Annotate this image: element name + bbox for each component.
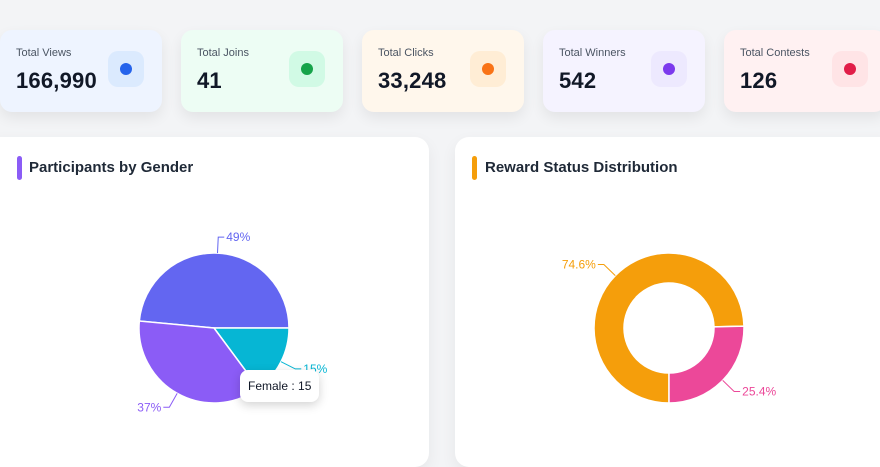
slice-leader-line bbox=[216, 236, 225, 254]
stat-card-winners[interactable]: Total Winners 542 bbox=[543, 30, 705, 112]
stat-card-joins[interactable]: Total Joins 41 bbox=[181, 30, 343, 112]
stat-value: 166,990 bbox=[16, 68, 97, 93]
stat-card-clicks[interactable]: Total Clicks 33,248 bbox=[362, 30, 524, 112]
stat-label: Total Views bbox=[16, 47, 72, 59]
stat-label: Total Contests bbox=[740, 47, 810, 59]
stat-label: Total Clicks bbox=[378, 47, 434, 59]
reward-chart-panel: Reward Status Distribution bbox=[455, 137, 880, 467]
title-accent-bar bbox=[17, 156, 22, 180]
contests-dot-icon bbox=[832, 51, 868, 87]
slice-label: 49% bbox=[226, 230, 250, 244]
chart-tooltip: Female : 15 bbox=[240, 370, 320, 402]
slice-leader-line bbox=[280, 361, 302, 370]
joins-dot-icon bbox=[289, 51, 325, 87]
pie-slice[interactable] bbox=[138, 252, 290, 329]
clicks-dot-icon bbox=[470, 51, 506, 87]
stat-value: 126 bbox=[740, 68, 778, 93]
stat-value: 542 bbox=[559, 68, 597, 93]
stat-card-contests[interactable]: Total Contests 126 bbox=[724, 30, 880, 112]
slice-leader-line bbox=[163, 393, 178, 408]
stat-label: Total Winners bbox=[559, 47, 626, 59]
title-accent-bar bbox=[472, 156, 477, 180]
stat-value: 41 bbox=[197, 68, 222, 93]
slice-label: 37% bbox=[137, 400, 161, 414]
stat-value: 33,248 bbox=[378, 68, 447, 93]
gender-chart-title: Participants by Gender bbox=[29, 159, 194, 176]
reward-chart-title: Reward Status Distribution bbox=[485, 159, 678, 176]
stat-card-views[interactable]: Total Views 166,990 bbox=[0, 30, 162, 112]
winners-dot-icon bbox=[651, 51, 687, 87]
stat-label: Total Joins bbox=[197, 47, 249, 59]
views-dot-icon bbox=[108, 51, 144, 87]
